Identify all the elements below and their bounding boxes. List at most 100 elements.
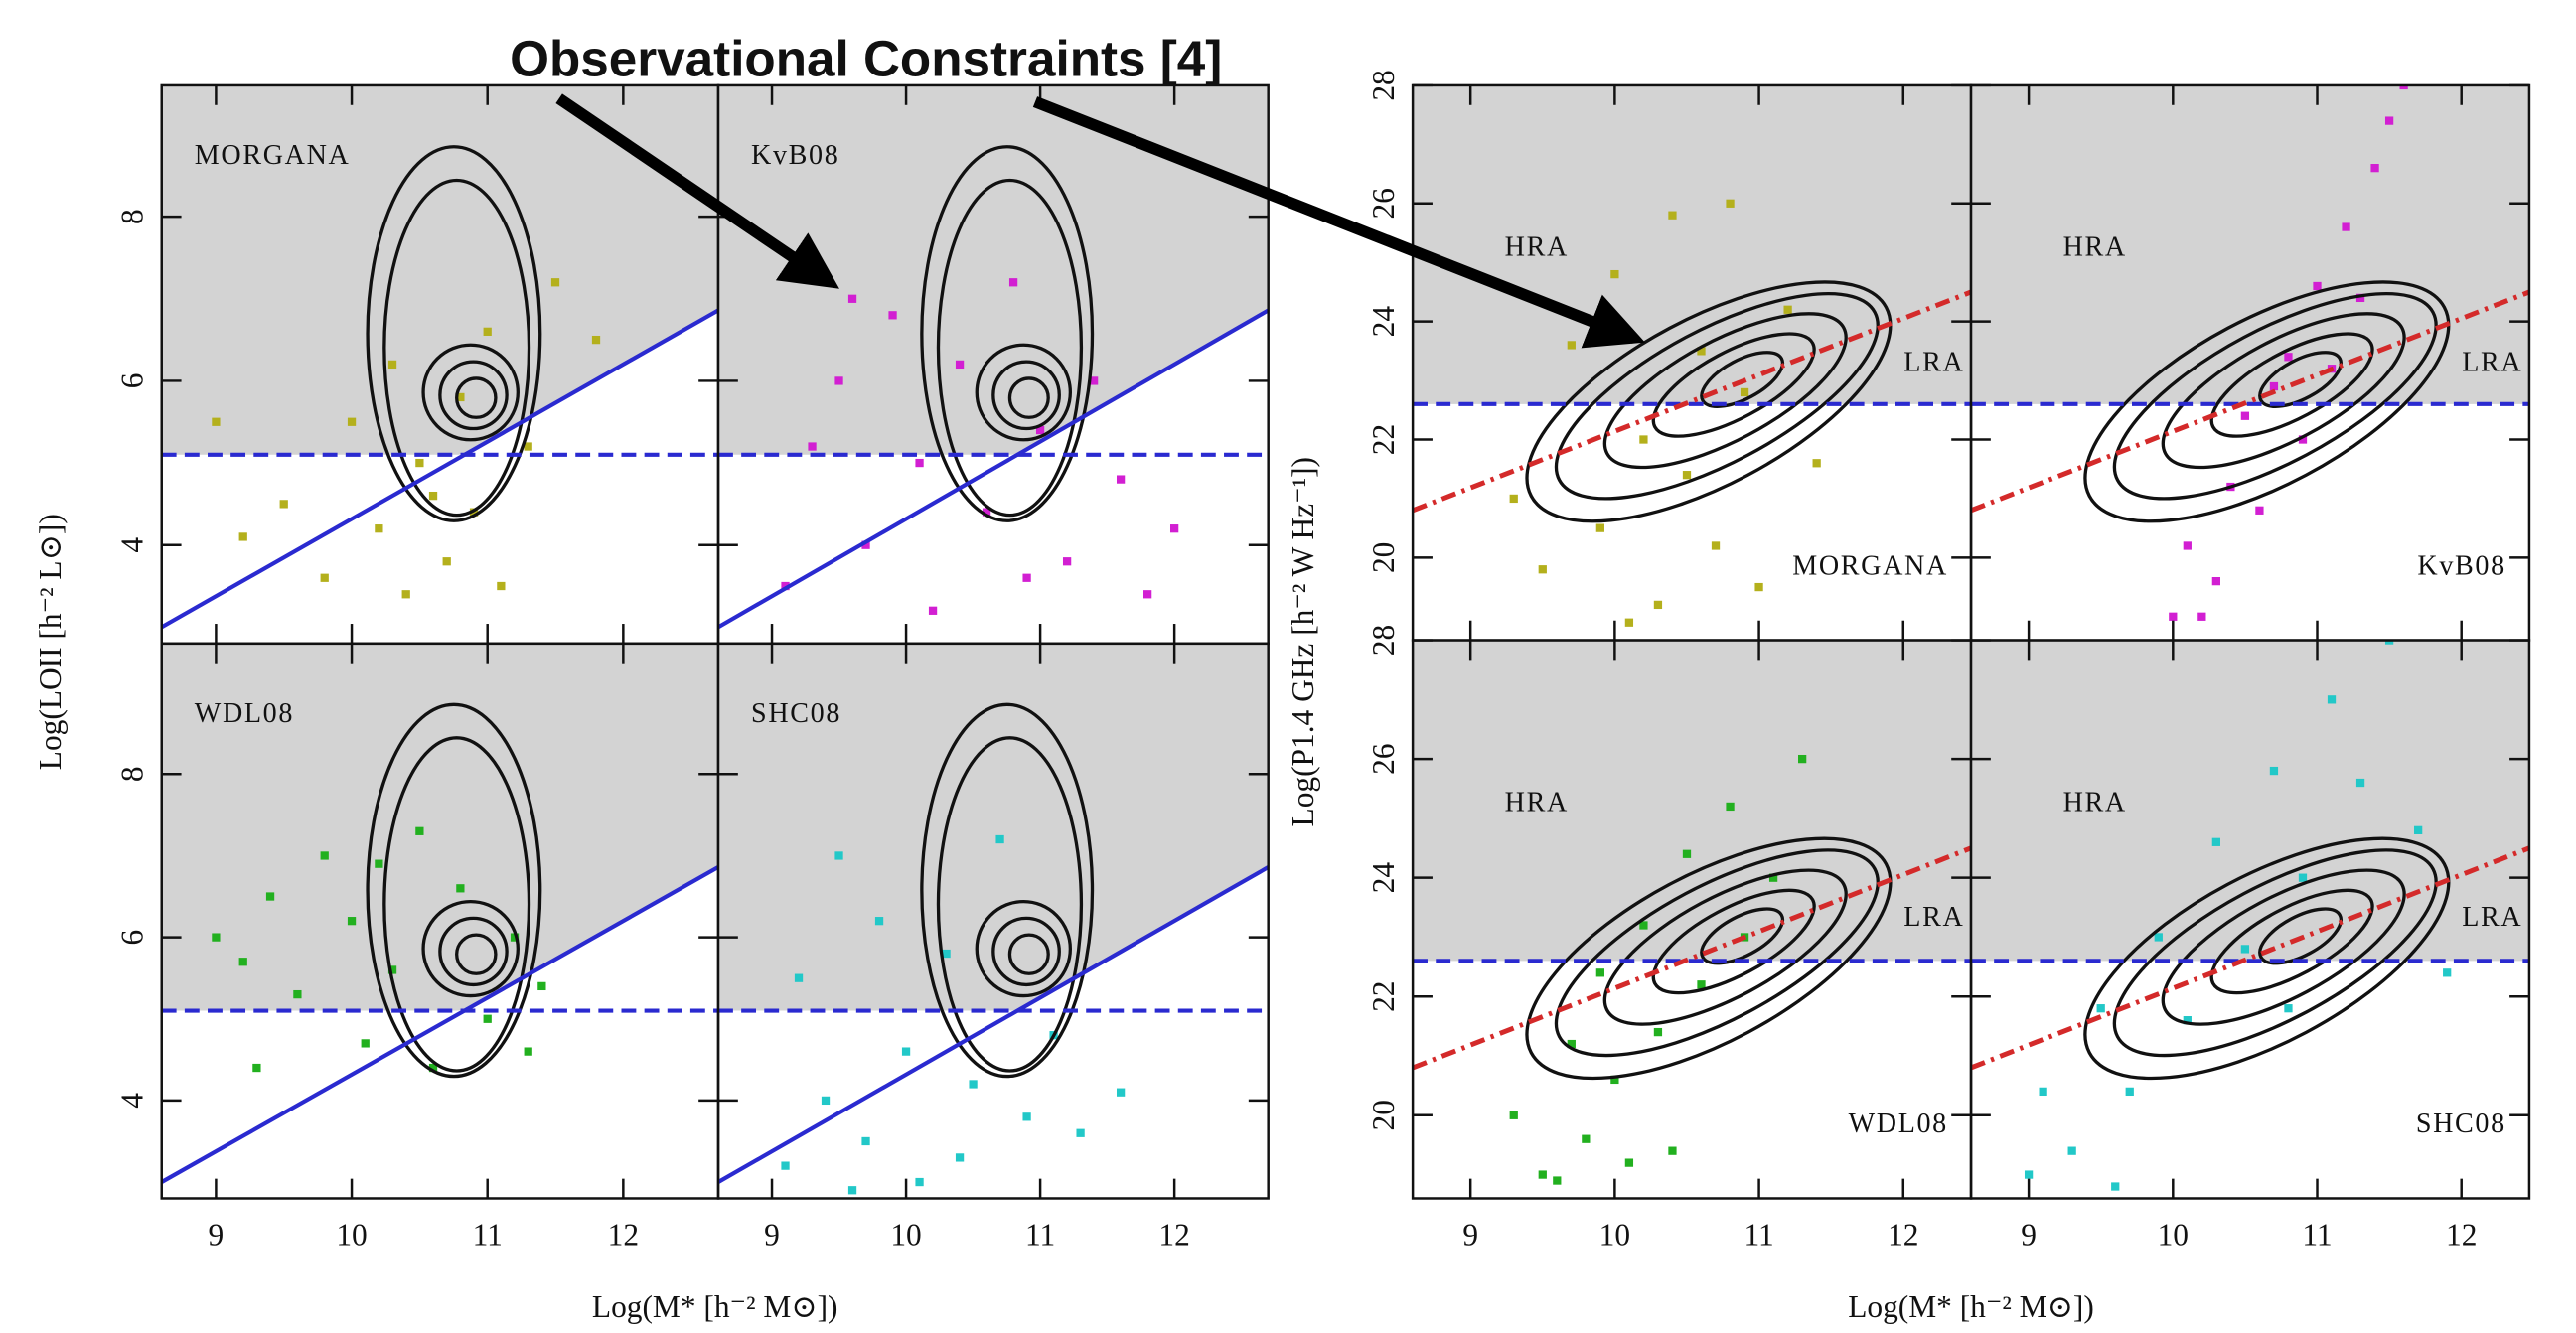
point (1008, 278, 1018, 287)
point (2298, 435, 2308, 444)
panel-frame (1969, 639, 2531, 1200)
x-axis-label: Log(M* [h⁻² M⊙]) (592, 1289, 838, 1324)
point (2384, 116, 2394, 125)
region-label: LRA (2462, 902, 2522, 933)
point (293, 989, 302, 999)
point (1509, 1111, 1518, 1119)
point (847, 294, 857, 303)
x-tick-label: 11 (1025, 1217, 1055, 1252)
contour (438, 916, 509, 987)
plot-area (1971, 640, 2529, 1191)
plot-area (161, 643, 719, 1184)
contour (1554, 292, 1880, 501)
point (2096, 1004, 2105, 1013)
point (1022, 573, 1031, 582)
x-tick-label: 10 (890, 1217, 921, 1252)
point (1089, 376, 1099, 385)
y-tick-label: 6 (115, 373, 150, 389)
point (2183, 541, 2192, 550)
contour (455, 933, 498, 975)
point (1567, 1039, 1576, 1049)
contour (382, 178, 531, 518)
contour (920, 702, 1095, 1079)
x-tick-label: 10 (2158, 1217, 2189, 1252)
contour (382, 736, 531, 1073)
contour (421, 343, 520, 442)
reference-line (1971, 289, 2529, 514)
contour (366, 145, 542, 522)
point (320, 851, 329, 860)
point (861, 540, 870, 549)
y-axis-label: Log(LOII [h⁻² L⊙]) (33, 514, 68, 770)
contour (1525, 836, 1893, 1081)
panel: 9 10 11 12 4 6 8 WDL08 Log(M* [h⁻² M⊙]) (115, 642, 838, 1324)
region-label: HRA (1505, 232, 1569, 263)
point (1116, 1088, 1126, 1097)
point (888, 311, 897, 320)
point (2169, 612, 2178, 621)
point (550, 278, 560, 287)
x-tick-label: 12 (608, 1217, 639, 1252)
point (347, 917, 357, 926)
panel: 9 10 11 12 20 22 24 26 28 WDL08 HRA LRA Log(M* [h⁻² … (1366, 625, 2094, 1324)
point (1143, 590, 1152, 599)
plot-area (161, 84, 719, 630)
y-axis-label: Log(P1.4 GHz [h⁻² W Hz⁻¹]) (1286, 457, 1320, 826)
reference-line (161, 865, 719, 1184)
y-tick-label: 28 (1366, 625, 1401, 656)
point (2414, 825, 2423, 834)
point (428, 491, 438, 501)
reference-line (1413, 845, 1972, 1071)
y-tick-label: 26 (1366, 743, 1401, 774)
point (2327, 695, 2337, 704)
point (1726, 802, 1735, 812)
point (2039, 1087, 2047, 1097)
point (238, 958, 247, 966)
y-tick-label: 28 (1366, 70, 1401, 100)
point (1022, 1112, 1031, 1121)
point (2240, 411, 2250, 420)
point (1624, 1158, 1634, 1167)
y-tick-label: 6 (115, 930, 150, 946)
point (456, 884, 465, 893)
region-label: LRA (1903, 902, 1964, 933)
point (1595, 968, 1604, 977)
shaded-region (1971, 84, 2529, 404)
point (1610, 1075, 1619, 1085)
point (1509, 494, 1518, 504)
point (347, 417, 357, 426)
contour (1007, 376, 1050, 419)
point (1812, 459, 1821, 468)
contour (2258, 907, 2343, 965)
contour (1700, 907, 1785, 965)
point (955, 1153, 965, 1162)
panel: 20 22 24 26 28 MORGANA HRA LRA Log(P1.4 GHz [h⁻²… (1286, 70, 1973, 826)
panel-label: MORGANA (1792, 550, 1948, 581)
point (1595, 523, 1604, 532)
shaded-region (1413, 640, 1972, 962)
point (1035, 425, 1045, 435)
contour (366, 702, 542, 1079)
point (1697, 980, 1706, 989)
x-tick-label: 10 (336, 1217, 367, 1252)
point (834, 851, 843, 860)
point (387, 965, 397, 974)
x-tick-label: 9 (764, 1217, 780, 1252)
x-tick-label: 12 (1888, 1217, 1918, 1252)
contour (2258, 351, 2343, 408)
x-tick-label: 10 (1599, 1217, 1630, 1252)
region-label: HRA (1505, 787, 1569, 817)
contour (421, 899, 520, 998)
contour (975, 899, 1073, 998)
point (401, 590, 410, 599)
point (1076, 1128, 1085, 1137)
point (834, 376, 843, 385)
point (375, 859, 383, 868)
point (1668, 1146, 1677, 1155)
point (808, 442, 817, 451)
point (2269, 766, 2279, 776)
contour (2083, 836, 2451, 1081)
region-label: HRA (2063, 787, 2127, 817)
y-tick-label: 22 (1366, 424, 1401, 455)
